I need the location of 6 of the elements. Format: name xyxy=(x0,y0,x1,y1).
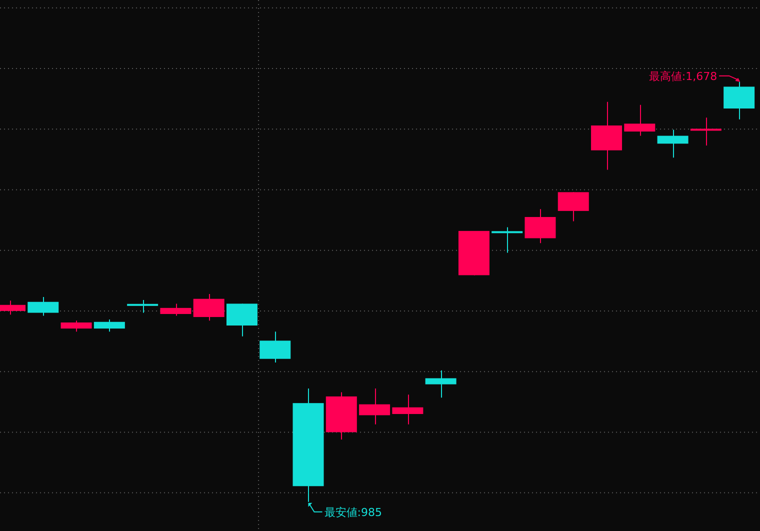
candlestick xyxy=(127,300,158,314)
annotation: 最高値:1,678 xyxy=(648,70,718,83)
candlestick xyxy=(492,226,523,254)
annotation: 最安値:985 xyxy=(324,506,382,519)
candlestick xyxy=(425,370,456,398)
candlestick xyxy=(690,117,722,146)
